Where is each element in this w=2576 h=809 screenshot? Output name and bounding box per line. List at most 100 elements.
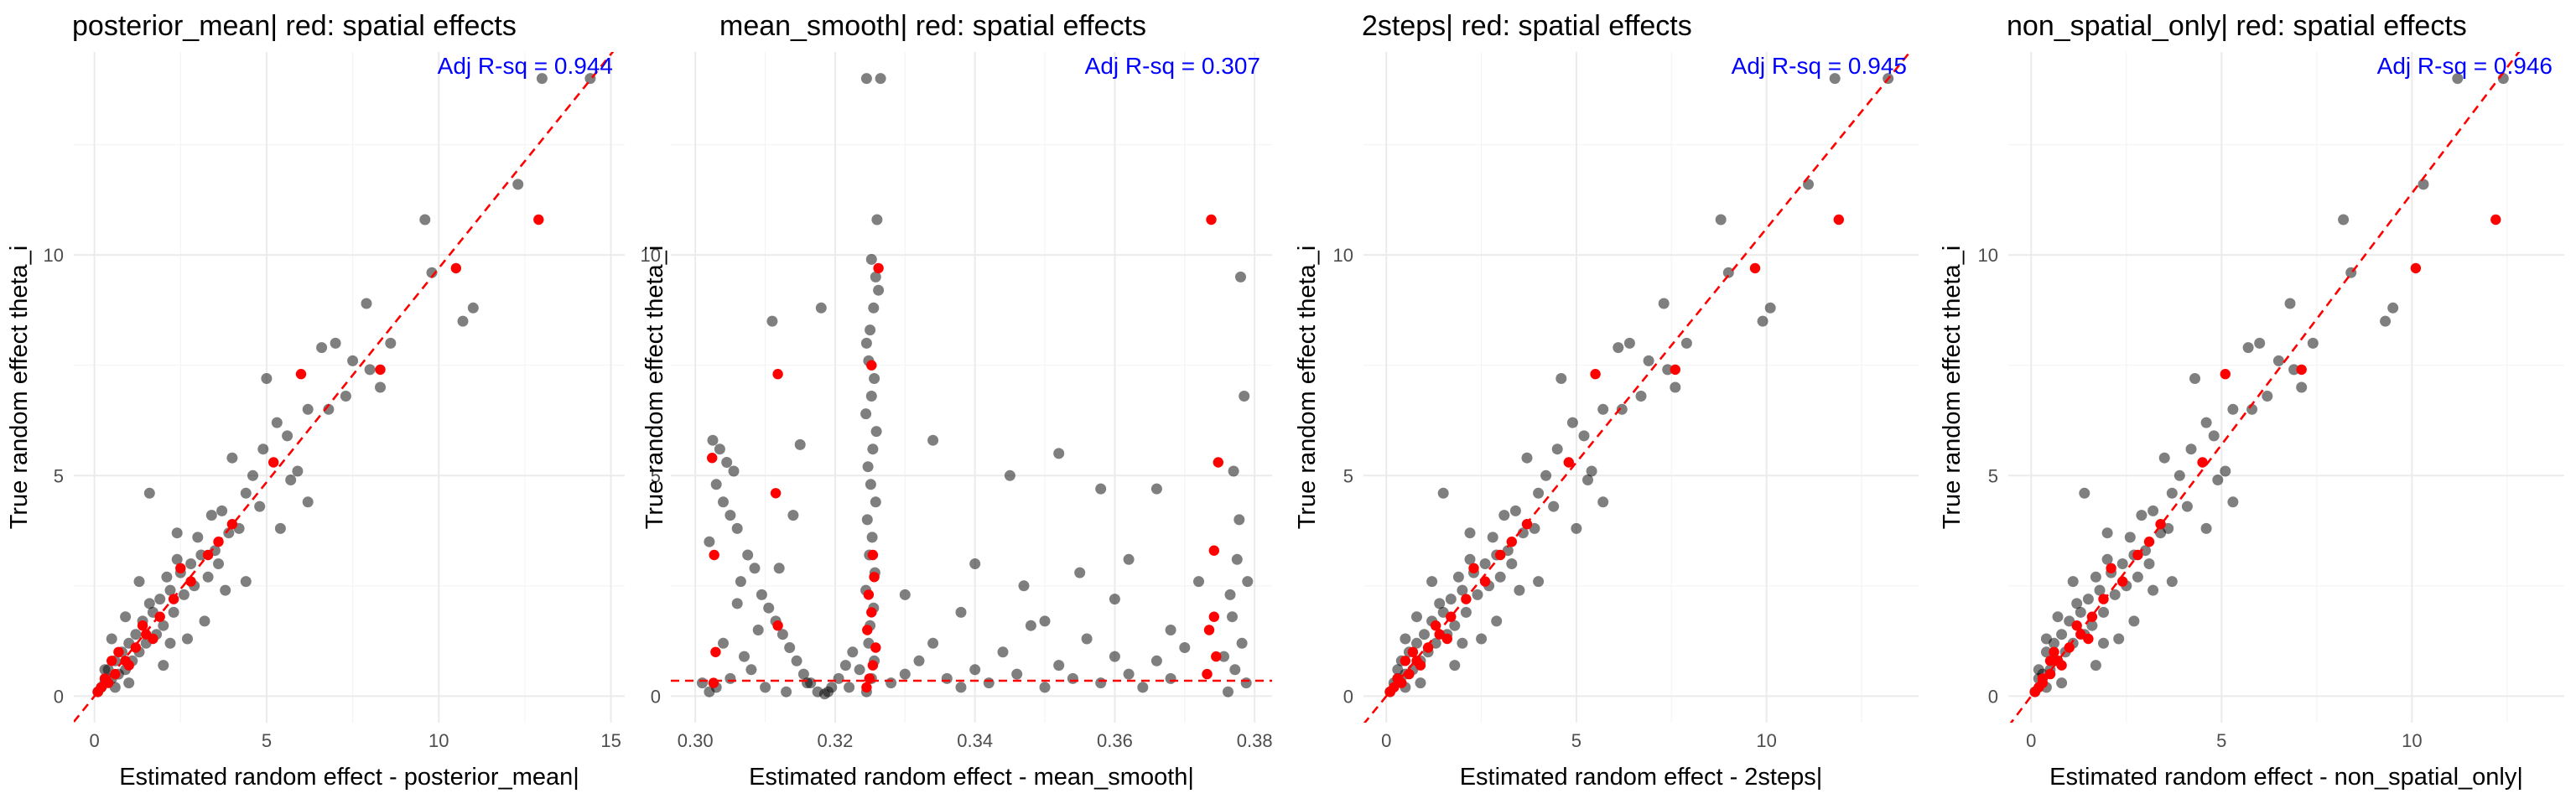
x-tick-label: 0 <box>2026 730 2036 751</box>
scatter-point <box>868 302 880 314</box>
fit-line <box>1363 52 1912 723</box>
fit-line <box>2009 52 2521 723</box>
scatter-point <box>133 576 145 588</box>
scatter-point <box>1498 510 1510 521</box>
spatial-effect-point <box>1590 369 1601 380</box>
scatter-point <box>697 677 708 689</box>
scatter-point <box>839 660 851 672</box>
scatter-point <box>364 364 376 376</box>
spatial-effect-point <box>375 364 386 376</box>
scatter-point <box>1218 651 1229 662</box>
scatter-point <box>1509 505 1521 516</box>
spatial-effect-point <box>175 563 186 573</box>
scatter-point <box>2067 576 2079 588</box>
scatter-point <box>1464 527 1476 539</box>
scatter-point <box>323 403 335 415</box>
scatter-point <box>865 479 876 490</box>
scatter-point <box>867 443 879 455</box>
scatter-point <box>1239 391 1250 402</box>
scatter-point <box>860 337 872 349</box>
scatter-point <box>1242 576 1254 588</box>
scatter-point <box>2380 315 2392 327</box>
panel-title: 2steps| red: spatial effects <box>1362 10 1692 42</box>
scatter-point <box>536 73 548 85</box>
scatter-point <box>794 438 806 450</box>
spatial-effect-point <box>866 360 877 371</box>
scatter-point <box>2307 337 2319 349</box>
scatter-point <box>1479 558 1491 569</box>
scatter-point <box>182 633 193 645</box>
scatter-point <box>164 584 176 596</box>
scatter-point <box>512 179 524 190</box>
scatter-point <box>240 576 252 588</box>
spatial-effect-point <box>1203 625 1215 635</box>
x-tick-label: 5 <box>2216 730 2226 751</box>
scatter-point <box>2090 660 2101 672</box>
scatter-point <box>1491 615 1503 627</box>
scatter-point <box>2338 214 2350 226</box>
x-tick-label: 15 <box>600 730 621 751</box>
scatter-point <box>185 558 197 569</box>
spatial-effect-point <box>113 646 124 657</box>
scatter-point <box>247 469 258 481</box>
scatter-point <box>274 522 286 534</box>
x-axis-title: Estimated random effect - mean_smooth| <box>749 764 1194 791</box>
adj-rsq-label: Adj R-sq = 0.944 <box>438 53 613 79</box>
scatter-point <box>866 532 878 543</box>
spatial-effect-point <box>770 488 782 499</box>
y-tick-label: 0 <box>1343 686 1353 707</box>
scatter-point <box>735 576 746 588</box>
scatter-point <box>123 677 135 689</box>
scatter-point <box>1240 677 1252 689</box>
scatter-point <box>1011 668 1023 680</box>
scatter-point <box>1411 637 1422 649</box>
scatter-point <box>927 434 939 446</box>
scatter-point <box>282 430 293 442</box>
x-axis-title: Estimated random effect - 2steps| <box>1460 764 1823 791</box>
scatter-point <box>1494 571 1506 583</box>
scatter-point <box>1123 553 1135 565</box>
scatter-point <box>2158 452 2170 464</box>
spatial-effect-point <box>1431 620 1441 631</box>
scatter-point <box>1039 615 1051 627</box>
spatial-effect-point <box>1422 642 1434 653</box>
scatter-point <box>1460 606 1472 618</box>
scatter-point <box>261 373 273 384</box>
scatter-point <box>130 629 142 640</box>
scatter-point <box>1137 682 1149 693</box>
scatter-point <box>1224 589 1236 600</box>
scatter-point <box>710 479 722 490</box>
scatter-point <box>1081 633 1093 645</box>
scatter-point <box>791 655 802 666</box>
scatter-point <box>120 611 132 623</box>
x-tick-label: 0.30 <box>678 730 714 751</box>
scatter-point <box>257 443 269 455</box>
x-tick-label: 0.34 <box>957 730 993 751</box>
scatter-point <box>254 500 266 512</box>
scatter-point <box>302 403 314 415</box>
adj-rsq-label: Adj R-sq = 0.945 <box>1732 53 1907 79</box>
spatial-effect-point <box>1202 668 1213 680</box>
spatial-effect-point <box>2075 629 2086 640</box>
scatter-point <box>1452 571 1464 583</box>
scatter-point <box>718 496 729 508</box>
spatial-effect-point <box>1400 656 1411 666</box>
scatter-point <box>731 522 743 534</box>
scatter-point <box>955 682 967 693</box>
scatter-point <box>1555 373 1567 384</box>
scatter-point <box>847 646 859 658</box>
scatter-point <box>220 584 231 596</box>
scatter-point <box>347 355 359 366</box>
scatter-point <box>1053 660 1065 672</box>
scatter-point <box>1235 271 1246 283</box>
scatter-point <box>865 253 877 265</box>
scatter-point <box>766 315 778 327</box>
points-layer <box>2009 52 2521 723</box>
adj-rsq-label: Adj R-sq = 0.307 <box>1085 53 1260 79</box>
scatter-point <box>1053 448 1065 459</box>
scatter-point <box>154 594 166 605</box>
scatter-point <box>385 337 397 349</box>
scatter-point <box>2242 342 2254 354</box>
y-axis-title: True random effect theta_i <box>641 246 668 530</box>
scatter-point <box>1150 655 1162 666</box>
